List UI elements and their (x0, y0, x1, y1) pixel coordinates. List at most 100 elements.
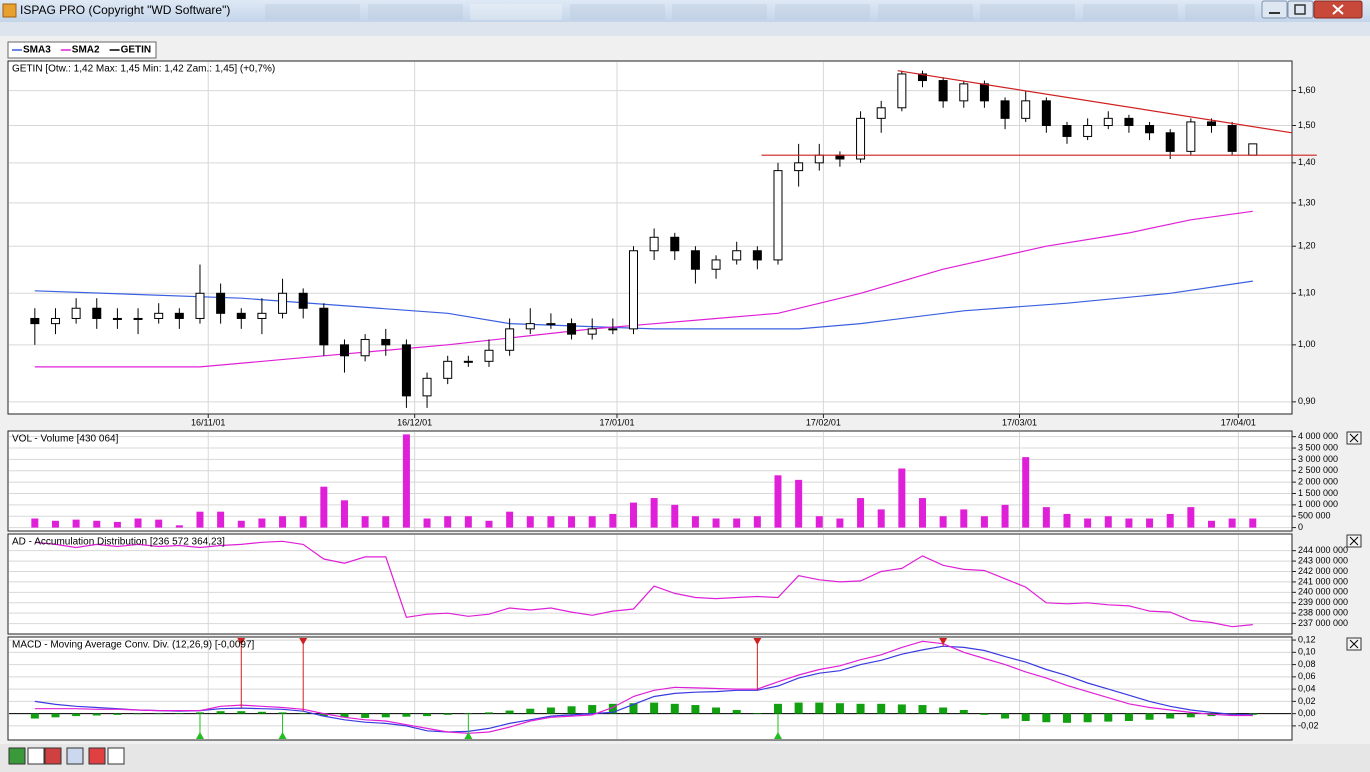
histogram-bar (154, 713, 163, 715)
volume-bar (774, 475, 782, 528)
histogram-bar (918, 705, 927, 714)
buy-signal (773, 713, 782, 739)
y-tick-label: 242 000 000 (1298, 566, 1348, 576)
histogram-bar (278, 712, 287, 714)
y-tick-label: 0 (1298, 522, 1303, 532)
candle-body (608, 328, 618, 331)
candle-body (1124, 117, 1134, 127)
candle-body (92, 307, 102, 319)
volume-bar (361, 516, 369, 528)
histogram-bar (113, 713, 122, 715)
tool-button[interactable] (8, 747, 26, 765)
volume-bar (506, 511, 514, 528)
tool-button[interactable] (88, 747, 106, 765)
volume-bar (650, 498, 658, 528)
candle-body (298, 292, 308, 309)
histogram-bar (753, 713, 762, 714)
signal-arrow (299, 638, 308, 645)
x-tick-label: 17/02/01 (806, 417, 841, 427)
histogram-bar (546, 707, 555, 714)
candle-body (959, 83, 969, 102)
volume-bar (609, 513, 617, 528)
tool-button[interactable] (107, 747, 125, 765)
y-tick-label: 0,08 (1298, 659, 1316, 669)
volume-bar (444, 516, 452, 528)
candle-body (732, 250, 742, 261)
histogram-bar (92, 713, 101, 716)
candle-body (30, 317, 40, 325)
maximize-button[interactable] (1287, 0, 1314, 19)
volume-bar (712, 518, 720, 528)
histogram-bar (815, 702, 824, 714)
histogram-bar (1001, 713, 1010, 719)
panel-title: VOL - Volume [430 064] (12, 434, 119, 445)
volume-bar (691, 516, 699, 528)
candle-body (979, 83, 989, 102)
histogram-bar (939, 707, 948, 714)
volume-bar (960, 509, 968, 528)
volume-bar (1187, 507, 1195, 528)
histogram-bar (588, 705, 597, 714)
volume-bar (113, 521, 121, 528)
signal-arrow (464, 732, 473, 739)
volume-bar (72, 519, 80, 528)
volume-bar (340, 500, 348, 528)
histogram-bar (402, 713, 411, 717)
volume-bar (815, 516, 823, 528)
histogram-bar (195, 712, 204, 714)
histogram-bar (381, 713, 390, 718)
histogram-bar (319, 713, 328, 717)
volume-bar (93, 520, 101, 528)
volume-bar (1249, 518, 1257, 528)
volume-bar (1146, 518, 1154, 528)
volume-bar (898, 468, 906, 528)
histogram-bar (608, 703, 617, 714)
candle-body (174, 312, 184, 319)
y-tick-label: 0,10 (1298, 647, 1316, 657)
maximize-icon (1294, 4, 1306, 15)
signal-arrow (237, 638, 246, 645)
tool-button[interactable] (27, 747, 45, 765)
histogram-bar (72, 713, 81, 717)
volume-bar (134, 518, 142, 528)
legend-label: SMA2 (72, 45, 100, 56)
volume-bar (1001, 504, 1009, 528)
candle-body (752, 250, 762, 261)
signal-arrow (753, 638, 762, 645)
tool-button[interactable] (44, 747, 62, 765)
histogram-bar (361, 713, 370, 718)
volume-bar (857, 498, 865, 528)
candle-body (154, 312, 164, 319)
candle-body (401, 344, 411, 397)
candle-body (876, 107, 886, 119)
candle-body (1248, 143, 1258, 156)
minimize-button[interactable] (1261, 0, 1288, 19)
y-tick-label: 0,04 (1298, 683, 1316, 693)
candle-body (856, 117, 866, 160)
legend-label: SMA3 (23, 45, 51, 56)
volume-bar (526, 516, 534, 528)
candle-body (443, 360, 453, 379)
tool-button[interactable] (66, 747, 84, 765)
indicator-line (34, 540, 1253, 628)
toolbar-buttons (8, 747, 125, 765)
volume-bar (568, 516, 576, 528)
buy-signal (278, 713, 287, 739)
signal-arrow (195, 732, 204, 739)
volume-bar (279, 516, 287, 528)
panel-title: GETIN [Otw.: 1,42 Max: 1,45 Min: 1,42 Za… (12, 64, 275, 75)
y-tick-label: 244 000 000 (1298, 545, 1348, 555)
y-tick-label: 238 000 000 (1298, 608, 1348, 618)
histogram-bar (650, 702, 659, 714)
y-tick-label: 500 000 (1298, 511, 1331, 521)
candle-body (567, 323, 577, 335)
app-icon (2, 3, 17, 18)
histogram-bar (1083, 713, 1092, 723)
volume-bar (299, 516, 307, 528)
candle-body (319, 307, 329, 346)
histogram-bar (773, 703, 782, 714)
candle-body (339, 344, 349, 357)
y-tick-label: 237 000 000 (1298, 618, 1348, 628)
y-tick-label: 0,00 (1298, 708, 1316, 718)
candle-body (50, 317, 60, 325)
